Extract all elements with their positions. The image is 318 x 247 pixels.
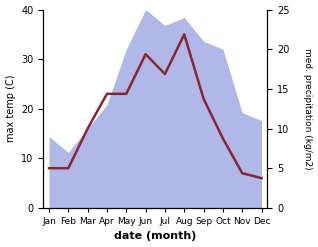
Y-axis label: max temp (C): max temp (C) bbox=[5, 75, 16, 143]
X-axis label: date (month): date (month) bbox=[114, 231, 197, 242]
Y-axis label: med. precipitation (kg/m2): med. precipitation (kg/m2) bbox=[303, 48, 313, 169]
